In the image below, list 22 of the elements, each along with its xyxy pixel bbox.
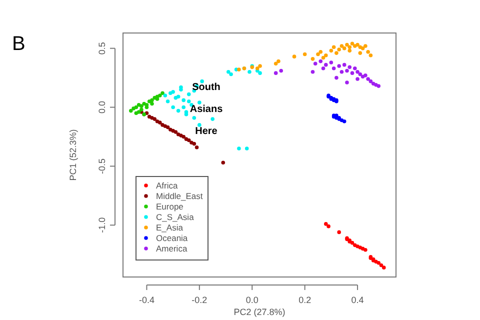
y-tick-label: -1.0 xyxy=(97,217,107,233)
legend-label: E_Asia xyxy=(156,222,184,232)
legend-label: Middle_East xyxy=(156,190,204,201)
x-tick-label: 0.2 xyxy=(298,295,312,305)
legend-label: Europe xyxy=(156,201,184,212)
x-axis-title: PC2 (27.8%) xyxy=(234,307,286,317)
y-axis-title: PC1 (52.3%) xyxy=(68,129,78,181)
y-tick-label: -0.5 xyxy=(97,158,107,174)
annotation: Here xyxy=(195,126,218,138)
annotation: South xyxy=(192,82,220,94)
x-tick-label: -0.2 xyxy=(192,295,208,305)
x-tick-label: 0.0 xyxy=(246,295,258,305)
chart-title: B xyxy=(12,33,26,55)
legend-label: Africa xyxy=(156,180,178,190)
legend-label: America xyxy=(156,243,188,254)
legend-label: C_S_Asia xyxy=(156,212,194,222)
x-tick-label: 0.4 xyxy=(351,295,364,305)
legend-label: Oceania xyxy=(156,232,188,243)
x-tick-label: -0.4 xyxy=(138,295,154,305)
y-tick-label: 0.0 xyxy=(97,101,107,114)
y-tick-label: 0.5 xyxy=(97,42,107,55)
annotation: Asians xyxy=(190,104,224,116)
